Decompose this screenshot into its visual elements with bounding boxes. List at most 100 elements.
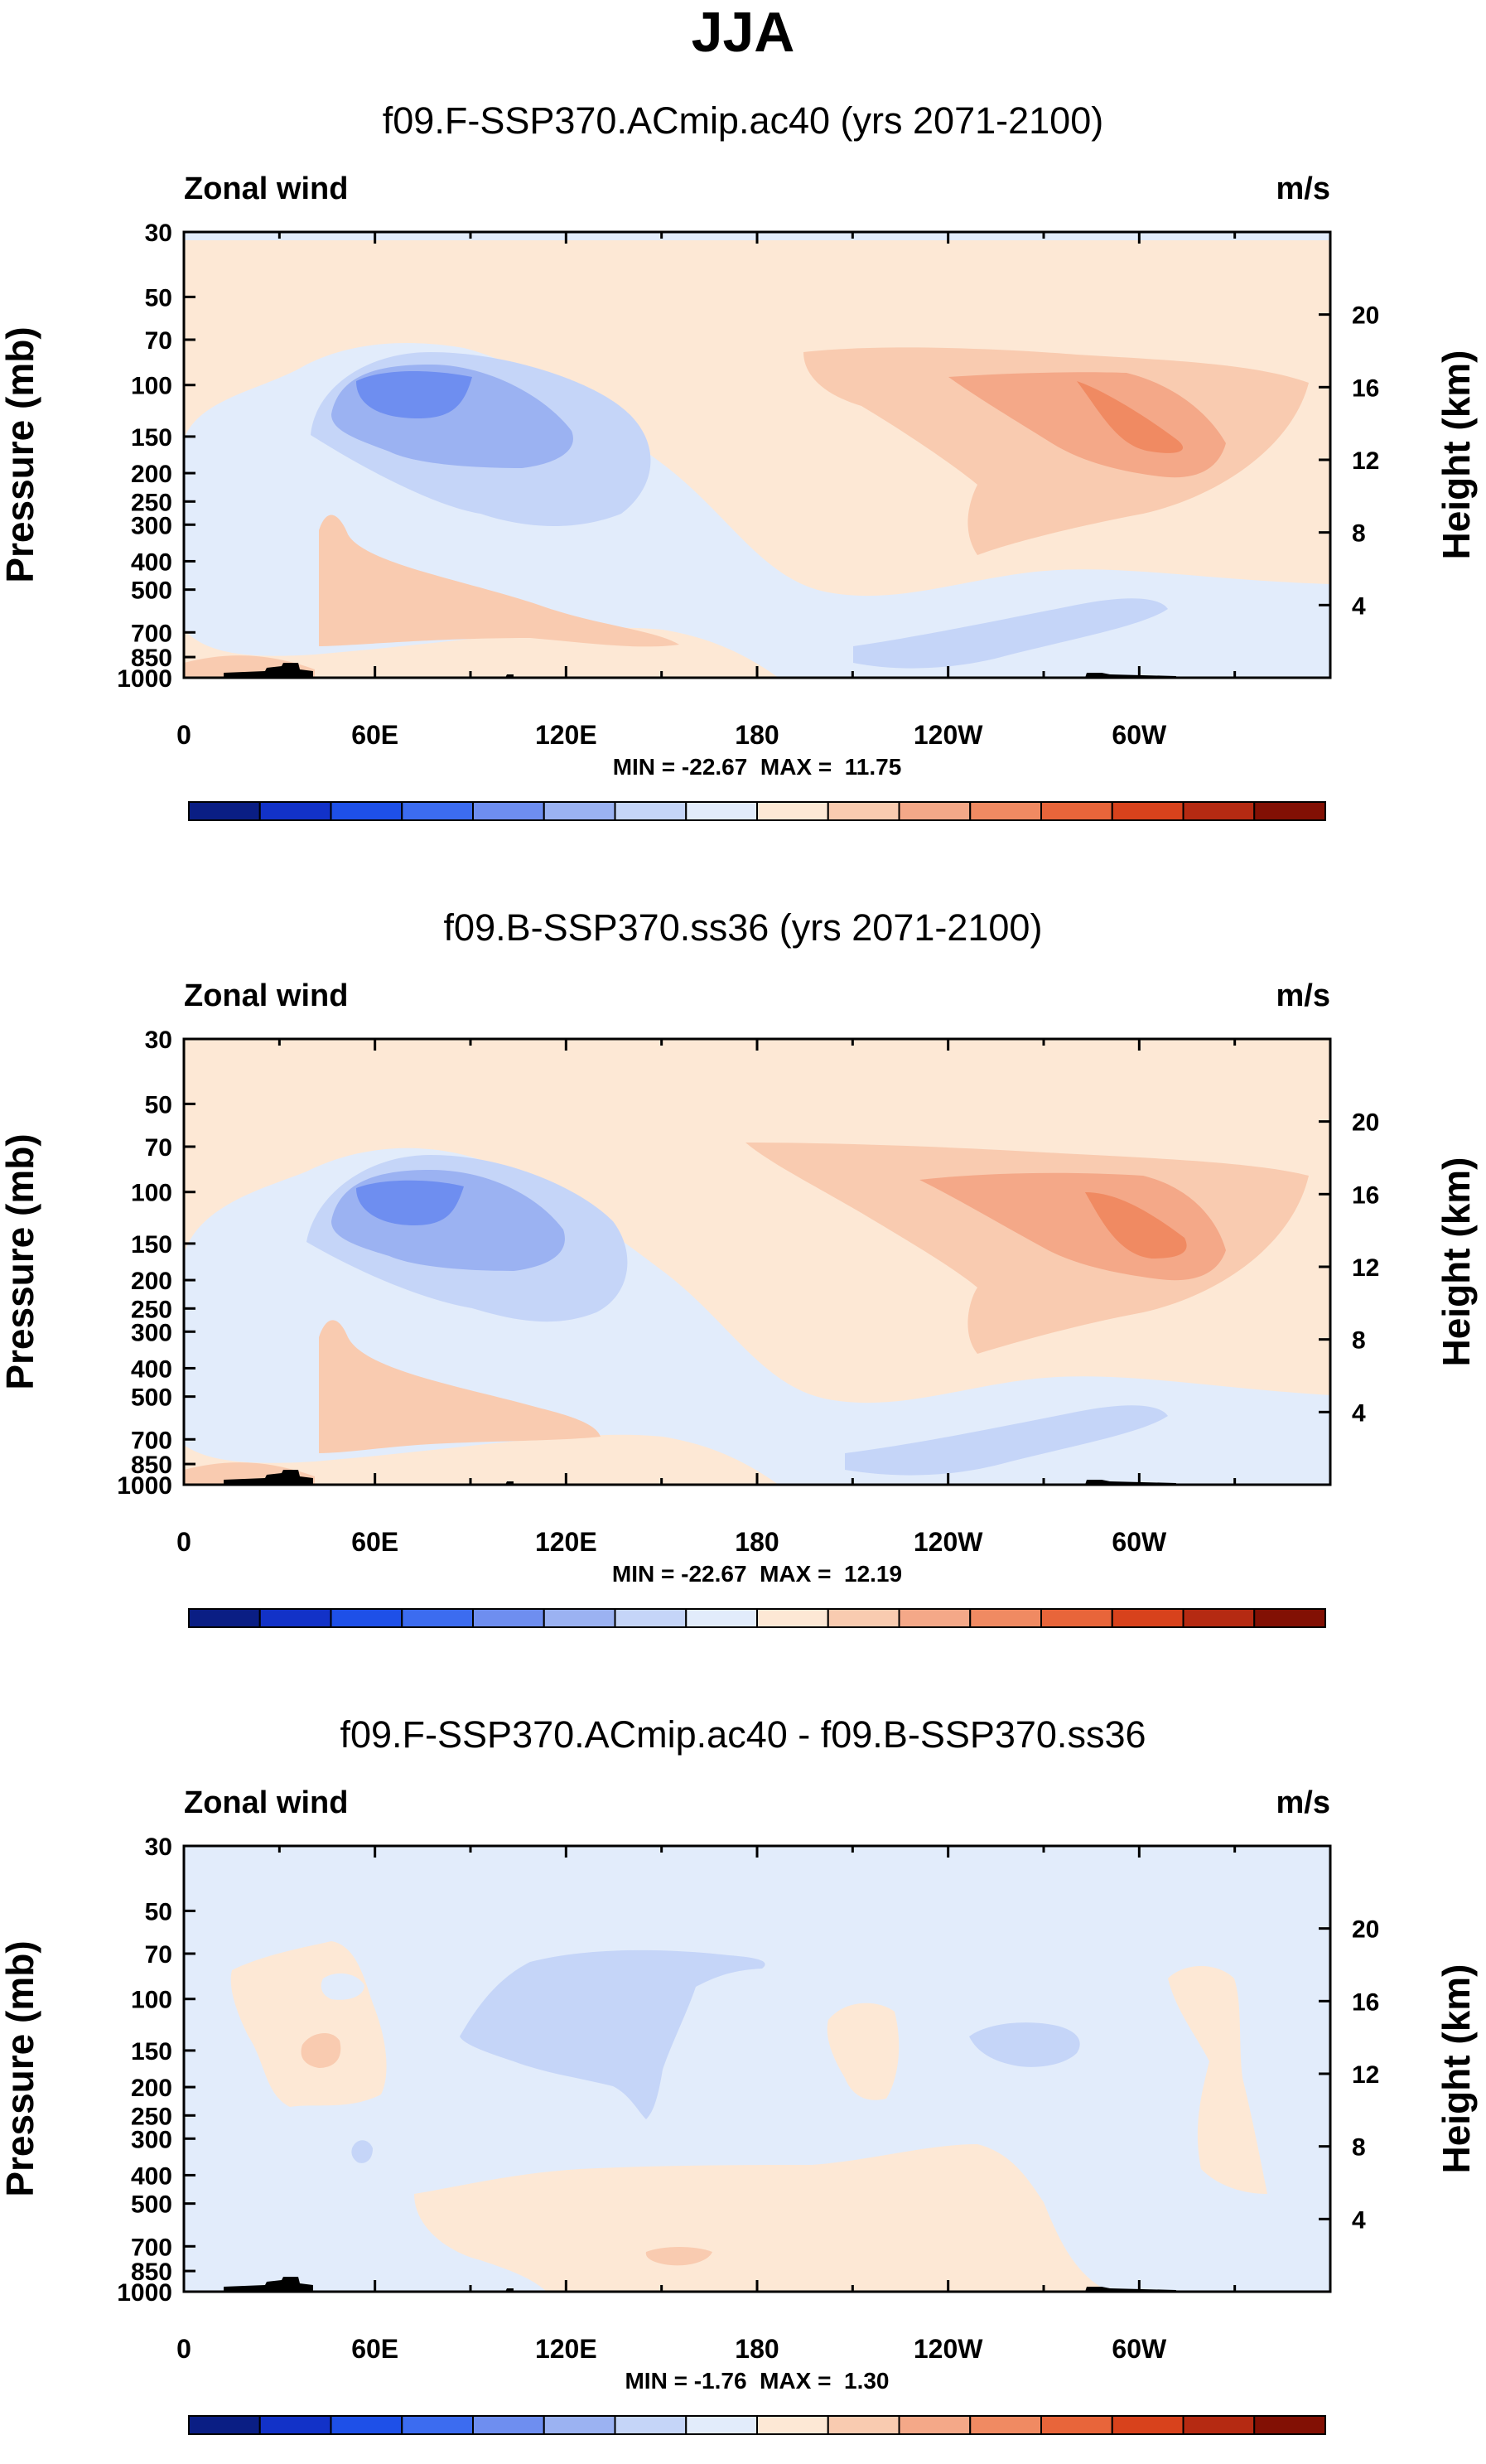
- x-tick-label: 60W: [1112, 2334, 1167, 2364]
- pressure-tick-label: 100: [131, 1987, 172, 2014]
- pressure-tick-label: 500: [131, 577, 172, 605]
- colorbar: -18-15-12-9-6-3-101369121518: [188, 2415, 1326, 2435]
- variable-label: Zonal wind: [184, 1785, 348, 1820]
- panel-3-chart: Zonal wind m/s 0 60E 120E 180 120W 60W 30 50 70 1…: [0, 1785, 1478, 2435]
- stats-label: MIN = -1.76 MAX = 1.30: [625, 2368, 889, 2394]
- units-label: m/s: [1276, 1785, 1330, 1820]
- panel-1-title: f09.F-SSP370.ACmip.ac40 (yrs 2071-2100): [382, 99, 1104, 142]
- units-label: m/s: [1276, 172, 1330, 206]
- colorbar-swatch: [827, 2415, 900, 2435]
- pressure-tick-label: 500: [131, 2191, 172, 2219]
- pressure-tick-label: 400: [131, 2162, 172, 2190]
- x-tick-label: 60W: [1112, 720, 1167, 750]
- height-tick-label: 12: [1352, 2061, 1379, 2089]
- pressure-tick-label: 50: [145, 284, 172, 312]
- height-tick-label: 20: [1352, 1109, 1379, 1137]
- colorbar-swatch: [898, 2415, 972, 2435]
- contour-field: [184, 1039, 1330, 1485]
- panel-1-chart: Zonal wind m/s 0 60E 120E 180 120W 60W 30 50 70 1…: [0, 172, 1478, 821]
- x-tick-label: 60E: [351, 720, 398, 750]
- colorbar-swatch: [258, 2415, 332, 2435]
- pressure-tick-label: 250: [131, 2103, 172, 2130]
- stats-label: MIN = -22.67 MAX = 11.75: [613, 754, 902, 780]
- main-title: JJA: [691, 1, 795, 64]
- contour-negative-east: [969, 2022, 1080, 2067]
- colorbar-swatch: [1253, 2415, 1326, 2435]
- contour-negative-belt: [460, 1949, 765, 2119]
- pressure-tick-label: 70: [145, 1134, 172, 1162]
- x-tick-label: 120E: [535, 2334, 597, 2364]
- x-tick-label: 180: [735, 2334, 779, 2364]
- height-tick-label: 12: [1352, 1254, 1379, 1282]
- pressure-tick-label: 1000: [117, 665, 172, 693]
- pressure-tick-label: 700: [131, 2234, 172, 2261]
- y-axis-label-right: Height (km): [1435, 350, 1478, 560]
- pressure-tick-label: 200: [131, 461, 172, 488]
- pressure-tick-label: 700: [131, 620, 172, 647]
- variable-label: Zonal wind: [184, 978, 348, 1013]
- pressure-tick-label: 150: [131, 2038, 172, 2065]
- pressure-tick-label: 200: [131, 1268, 172, 1295]
- height-tick-label: 4: [1352, 592, 1366, 620]
- height-tick-label: 20: [1352, 1916, 1379, 1944]
- x-tick-label: 60E: [351, 2334, 398, 2364]
- contour-positive-core-lower: [645, 2247, 712, 2266]
- height-tick-label: 16: [1352, 1988, 1379, 2016]
- contour-field: [184, 232, 1330, 678]
- contour-positive-core: [1085, 1192, 1187, 1259]
- pressure-tick-label: 850: [131, 2259, 172, 2286]
- pressure-tick-label: 700: [131, 1427, 172, 1454]
- colorbar-swatch: [1111, 2415, 1184, 2435]
- height-tick-label: 8: [1352, 520, 1366, 548]
- height-tick-label: 12: [1352, 447, 1379, 475]
- contour-negative-dot: [351, 2140, 373, 2163]
- x-tick-label: 60E: [351, 1527, 398, 1557]
- contour-lower-negative: [853, 598, 1168, 669]
- x-tick-label: 120E: [535, 1527, 597, 1557]
- pressure-tick-label: 500: [131, 1384, 172, 1412]
- colorbar-swatch: [330, 2415, 403, 2435]
- panel-2-title: f09.B-SSP370.ss36 (yrs 2071-2100): [443, 906, 1043, 949]
- pressure-tick-label: 70: [145, 327, 172, 355]
- height-tick-label: 16: [1352, 1181, 1379, 1209]
- x-tick-label: 180: [735, 1527, 779, 1557]
- colorbar-swatch: [188, 2415, 261, 2435]
- contour-negative-core: [356, 371, 472, 418]
- y-axis-label-right: Height (km): [1435, 1157, 1478, 1367]
- pressure-tick-label: 400: [131, 548, 172, 576]
- x-tick-label: 120W: [914, 2334, 983, 2364]
- pressure-tick-label: 850: [131, 645, 172, 672]
- colorbar-swatch: [756, 2415, 829, 2435]
- height-tick-label: 20: [1352, 302, 1379, 330]
- contour-positive-east: [827, 2003, 900, 2100]
- colorbar-swatch: [1182, 2415, 1256, 2435]
- colorbar-swatch: [685, 2415, 758, 2435]
- y-axis-label-left: Pressure (mb): [0, 1940, 41, 2196]
- pressure-tick-label: 30: [145, 220, 172, 247]
- x-tick-label: 120W: [914, 720, 983, 750]
- colorbar-swatch: [1253, 801, 1326, 821]
- contour-positive-core: [1077, 381, 1184, 453]
- pressure-tick-label: 400: [131, 1355, 172, 1383]
- pressure-tick-label: 100: [131, 1180, 172, 1207]
- height-tick-label: 8: [1352, 1327, 1366, 1355]
- units-label: m/s: [1276, 978, 1330, 1013]
- x-tick-label: 60W: [1112, 1527, 1167, 1557]
- pressure-tick-label: 300: [131, 1319, 172, 1346]
- contour-negative-core: [356, 1180, 464, 1225]
- x-tick-label: 120W: [914, 1527, 983, 1557]
- colorbar-swatch: [1253, 1608, 1326, 1628]
- variable-label: Zonal wind: [184, 172, 348, 206]
- pressure-tick-label: 850: [131, 1452, 172, 1479]
- pressure-tick-label: 30: [145, 1027, 172, 1054]
- pressure-tick-label: 250: [131, 489, 172, 516]
- stats-label: MIN = -22.67 MAX = 12.19: [612, 1561, 902, 1587]
- contour-lower-negative: [845, 1405, 1168, 1476]
- height-tick-label: 8: [1352, 2134, 1366, 2162]
- colorbar-swatch: [614, 2415, 688, 2435]
- height-tick-label: 4: [1352, 1399, 1366, 1427]
- contour-lower-positive: [319, 1320, 601, 1453]
